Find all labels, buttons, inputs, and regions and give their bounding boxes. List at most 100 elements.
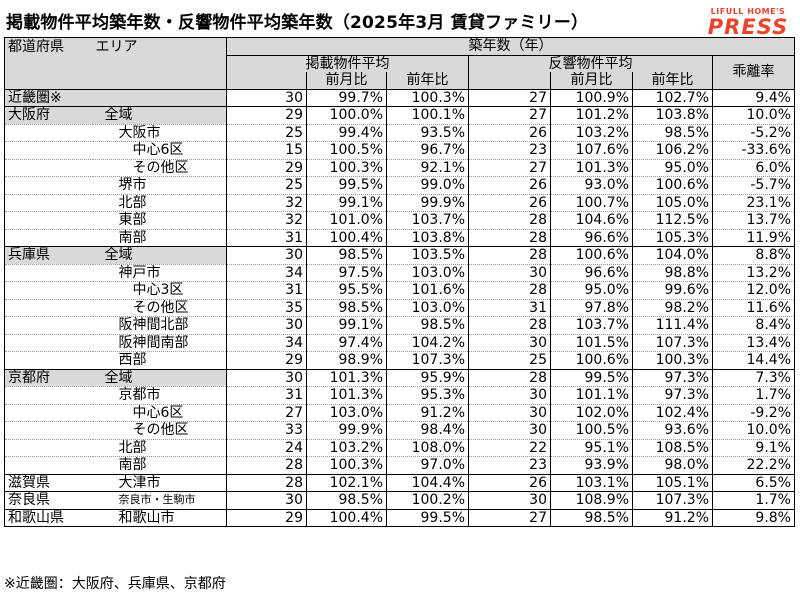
gap-rate: 14.4% [712, 351, 795, 369]
row-pref [4, 386, 93, 405]
response-yoy: 95.0% [632, 159, 713, 177]
listing-mom: 98.9% [306, 351, 387, 369]
gap-rate: -5.2% [712, 124, 795, 142]
gap-rate: 22.2% [712, 456, 795, 474]
header-response-mom: 前月比 [550, 72, 633, 90]
listing-age: 33 [226, 421, 307, 440]
response-yoy: 104.0% [632, 246, 713, 265]
gap-rate: 23.1% [712, 194, 795, 212]
listing-mom: 100.3% [306, 159, 387, 177]
row-pref: 近畿圏※ [4, 88, 93, 107]
gap-rate: 6.0% [712, 159, 795, 177]
row-pref: 大阪府 [4, 106, 93, 125]
row-area: 神戸市 [92, 264, 227, 282]
response-age: 28 [468, 316, 551, 335]
response-yoy: 106.2% [632, 141, 713, 160]
gap-rate: 8.8% [712, 246, 795, 265]
listing-age: 15 [226, 141, 307, 160]
row-pref [4, 229, 93, 247]
header-pref: 都道府県 [4, 37, 93, 55]
gap-rate: 13.7% [712, 211, 795, 230]
row-area: 中心6区 [92, 141, 227, 160]
listing-yoy: 92.1% [386, 159, 469, 177]
row-area: 京都市 [92, 386, 227, 405]
row-area: 全域 [92, 246, 227, 265]
listing-yoy: 99.9% [386, 194, 469, 212]
listing-yoy: 103.0% [386, 299, 469, 317]
listing-mom: 97.5% [306, 264, 387, 282]
row-pref: 奈良県 [4, 491, 93, 509]
response-yoy: 98.0% [632, 456, 713, 474]
response-age: 30 [468, 421, 551, 440]
listing-yoy: 103.7% [386, 211, 469, 230]
listing-age: 29 [226, 106, 307, 125]
response-age: 28 [468, 211, 551, 230]
listing-age: 34 [226, 264, 307, 282]
table-row: 大阪市 25 99.4% 93.5% 26 103.2% 98.5% -5.2% [4, 124, 795, 142]
listing-mom: 98.5% [306, 246, 387, 265]
listing-yoy: 100.3% [386, 88, 469, 107]
response-yoy: 107.3% [632, 491, 713, 509]
listing-age: 25 [226, 176, 307, 195]
listing-mom: 100.4% [306, 508, 387, 527]
response-yoy: 97.3% [632, 368, 713, 387]
response-mom: 96.6% [550, 229, 633, 247]
listing-yoy: 98.4% [386, 421, 469, 440]
listing-age: 31 [226, 281, 307, 300]
response-yoy: 93.6% [632, 421, 713, 440]
row-area: その他区 [92, 421, 227, 440]
row-area [92, 88, 227, 107]
response-age: 28 [468, 368, 551, 387]
table-row: 滋賀県 大津市 28 102.1% 104.4% 26 103.1% 105.1% 6.5% [4, 473, 795, 492]
table-row: 近畿圏※ 30 99.7% 100.3% 27 100.9% 102.7% 9.4% [4, 88, 795, 107]
table-row: 東部 32 101.0% 103.7% 28 104.6% 112.5% 13.7% [4, 211, 795, 230]
response-age: 27 [468, 88, 551, 107]
listing-age: 32 [226, 194, 307, 212]
gap-rate: -9.2% [712, 404, 795, 422]
response-age: 23 [468, 141, 551, 160]
row-pref [4, 404, 93, 422]
table-row: 京都市 31 101.3% 95.3% 30 101.1% 97.3% 1.7% [4, 386, 795, 405]
listing-mom: 101.0% [306, 211, 387, 230]
listing-mom: 100.5% [306, 141, 387, 160]
listing-mom: 98.5% [306, 299, 387, 317]
logo-top-text: LIFULL HOME'S [710, 7, 786, 16]
response-yoy: 112.5% [632, 211, 713, 230]
listing-yoy: 96.7% [386, 141, 469, 160]
listing-age: 29 [226, 159, 307, 177]
gap-rate: 1.7% [712, 386, 795, 405]
response-age: 25 [529, 352, 547, 369]
listing-yoy: 101.6% [386, 281, 469, 300]
row-area: その他区 [92, 159, 227, 177]
table-row: 南部 31 100.4% 103.8% 28 96.6% 105.3% 11.9% [4, 229, 795, 247]
response-yoy: 99.6% [632, 281, 713, 300]
listing-mom: 99.9% [306, 421, 387, 440]
row-pref [4, 141, 93, 160]
header-age-group: 築年数（年） [226, 37, 795, 56]
response-mom: 101.5% [550, 334, 633, 352]
listing-yoy: 103.5% [386, 246, 469, 265]
footnote: ※近畿圏：大阪府、兵庫県、京都府 [4, 576, 226, 592]
response-yoy: 102.7% [632, 88, 713, 107]
table-row: 西部 29 98.9% 107.3% 25 100.6% 100.3% 14.4% [4, 351, 795, 369]
listing-mom: 100.0% [306, 106, 387, 125]
row-pref [4, 176, 93, 195]
table-row: 奈良県 奈良市・生駒市 30 98.5% 100.2% 30 108.9% 107.3% 1.7… [4, 491, 795, 509]
header-listing-yoy: 前年比 [386, 72, 469, 90]
listing-yoy: 91.2% [386, 404, 469, 422]
table-row: 大阪府 全域 29 100.0% 100.1% 27 101.2% 103.8% 10.0% [4, 106, 795, 125]
response-mom: 103.1% [550, 473, 633, 492]
table-row: 中心6区 27 103.0% 91.2% 30 102.0% 102.4% -9.2% [4, 404, 795, 422]
table-row: 南部 28 100.3% 97.0% 23 93.9% 98.0% 22.2% [4, 456, 795, 474]
gap-rate: -33.6% [712, 141, 795, 160]
gap-rate: 10.0% [712, 421, 795, 440]
row-pref [4, 211, 93, 230]
listing-yoy: 97.0% [386, 456, 469, 474]
listing-age: 29 [285, 352, 303, 369]
listing-age: 30 [226, 88, 307, 107]
age-table: 都道府県 エリア 築年数（年） 掲載物件平均 反響物件平均 乖離率 前月比 前年… [4, 37, 795, 527]
row-area: 阪神間北部 [92, 316, 227, 335]
response-mom: 99.5% [550, 368, 633, 387]
page-title: 掲載物件平均築年数・反響物件平均築年数（2025年3月 賃貸ファミリー） [6, 13, 589, 33]
row-area: 中心3区 [92, 281, 227, 300]
